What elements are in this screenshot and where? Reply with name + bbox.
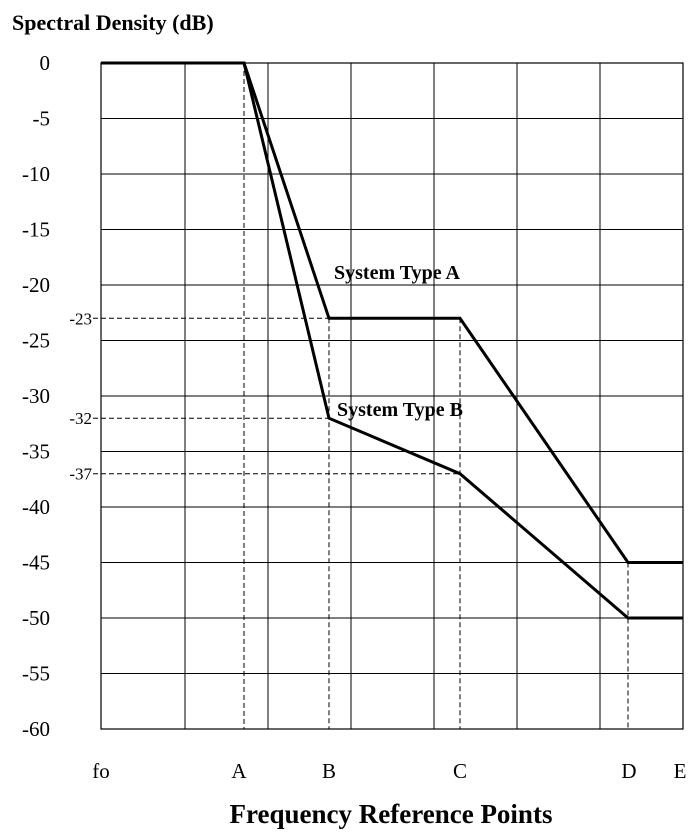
y-tick-label: -5 [33, 107, 51, 131]
y-tick-label: -15 [22, 218, 50, 242]
y-tick-label: -30 [22, 384, 50, 408]
y-tick-label: -45 [22, 551, 50, 575]
y-tick-label: 0 [40, 51, 51, 75]
y-tick-label: -40 [22, 495, 50, 519]
reference-level-label: -23 [69, 309, 92, 328]
series-lines [101, 61, 683, 620]
x-tick-label: B [322, 759, 336, 783]
series-label-system-type-a: System Type A [334, 262, 460, 284]
x-tick-label: A [231, 759, 247, 783]
series-line-system-type-b [101, 61, 683, 620]
y-axis-title: Spectral Density (dB) [12, 10, 214, 35]
x-axis-title: Frequency Reference Points [230, 799, 553, 829]
series-line-system-type-a [101, 61, 683, 564]
plot-grid [100, 62, 684, 730]
reference-guides [93, 63, 629, 729]
y-tick-label: -25 [22, 329, 50, 353]
reference-level-label: -32 [69, 409, 92, 428]
x-tick-label: E [674, 759, 687, 783]
series-label-system-type-b: System Type B [337, 399, 463, 421]
y-tick-label: -50 [22, 606, 50, 630]
y-tick-label: -55 [22, 662, 50, 686]
y-tick-label: -10 [22, 162, 50, 186]
reference-level-label: -37 [69, 465, 92, 484]
x-tick-label: fo [92, 759, 110, 783]
y-tick-label: -60 [22, 717, 50, 741]
reference-level-labels: -23 -32 -37 [69, 309, 92, 483]
y-tick-labels: 0 -5 -10 -15 -20 -25 -30 -35 -40 -45 -50 -55 -60 [22, 51, 50, 741]
y-tick-label: -35 [22, 440, 50, 464]
x-tick-labels: fo A B C D E [92, 759, 686, 783]
series-annotations: System Type A System Type B [334, 262, 463, 421]
plot-frame [100, 62, 684, 730]
y-tick-label: -20 [22, 273, 50, 297]
x-tick-label: C [453, 759, 467, 783]
x-tick-label: D [621, 759, 636, 783]
